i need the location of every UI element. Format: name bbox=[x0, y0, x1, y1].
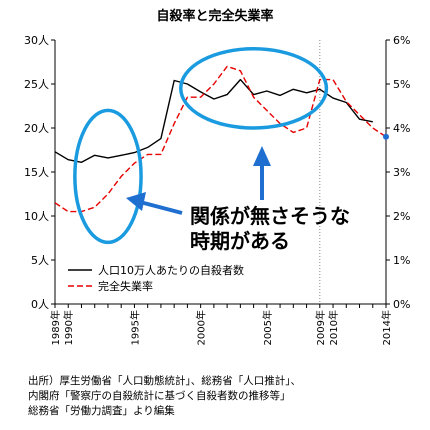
unemployment-rate-line bbox=[54, 65, 387, 213]
unemployment-endpoint-marker bbox=[383, 133, 389, 140]
series-lines bbox=[54, 65, 389, 213]
y-left-tick-label: 10人 bbox=[24, 210, 49, 223]
y-right-tick-label: 2% bbox=[393, 210, 410, 223]
source-line: 内閣府「警察庁の自殺統計に基づく自殺者数の推移等」 bbox=[28, 390, 291, 402]
x-tick-label: 1995年 bbox=[128, 310, 141, 345]
y-right-tick-label: 1% bbox=[393, 254, 410, 267]
y-right-tick-label: 5% bbox=[393, 78, 410, 91]
y-left-tick-label: 0人 bbox=[31, 298, 49, 311]
highlight-ellipse bbox=[73, 108, 143, 245]
highlight-ellipse bbox=[179, 47, 329, 130]
y-left-tick-label: 25人 bbox=[24, 78, 49, 91]
y-right-tick-label: 0% bbox=[393, 298, 410, 311]
source-note: 出所）厚生労働省「人口動態統計」、総務省「人口推計」、 内閣府「警察庁の自殺統計… bbox=[28, 374, 301, 419]
chart-title: 自殺率と完全失業率 bbox=[156, 8, 273, 24]
x-tick-label: 2014年 bbox=[380, 310, 393, 345]
y-left-tick-label: 20人 bbox=[24, 122, 49, 135]
source-line: 総務省「労働力調査」より編集 bbox=[28, 405, 175, 417]
y-left-tick-label: 5人 bbox=[31, 254, 49, 267]
x-tick-label: 2010年 bbox=[327, 310, 340, 345]
x-tick-label: 2009年 bbox=[314, 310, 327, 345]
legend-label: 人口10万人あたりの自殺者数 bbox=[98, 263, 244, 277]
x-tick-label: 1989年 bbox=[49, 310, 62, 345]
y-right-tick-label: 3% bbox=[393, 166, 410, 179]
y-right-tick-label: 4% bbox=[393, 122, 410, 135]
suicide-rate-line bbox=[54, 78, 373, 164]
y-left-tick-label: 30人 bbox=[24, 34, 49, 47]
y-left-tick-label: 15人 bbox=[24, 166, 49, 179]
annotation-text: 時期がある bbox=[190, 229, 290, 253]
y-right-tick-label: 6% bbox=[393, 34, 410, 47]
annotation-text: 関係が無さそうな bbox=[190, 204, 350, 228]
legend-label: 完全失業率 bbox=[98, 279, 153, 293]
arrow-left-shaft bbox=[139, 200, 183, 215]
arrow-up-head bbox=[253, 146, 271, 166]
x-tick-label: 2005年 bbox=[261, 310, 274, 345]
x-tick-label: 2000年 bbox=[195, 310, 208, 345]
x-tick-label: 1990年 bbox=[62, 310, 75, 345]
source-line: 出所）厚生労働省「人口動態統計」、総務省「人口推計」、 bbox=[28, 375, 301, 387]
arrow-left-head bbox=[126, 192, 146, 211]
